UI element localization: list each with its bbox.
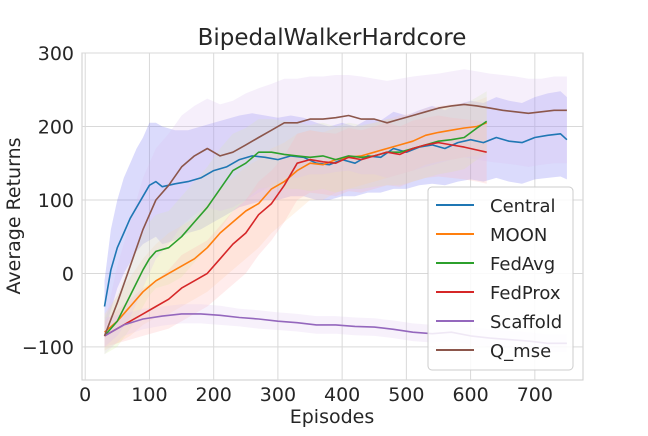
legend-label-central: Central [490, 196, 556, 217]
band-central [104, 91, 567, 333]
x-tick-label: 200 [196, 384, 232, 406]
confidence-bands [104, 69, 567, 355]
line-fedprox [104, 141, 487, 337]
x-axis-title: Episodes [290, 406, 375, 428]
line-moon [103, 122, 487, 333]
x-tick-label: 100 [131, 384, 167, 406]
line-q-mse [103, 103, 567, 337]
band-moon [104, 97, 487, 351]
band-q-mse [104, 69, 567, 347]
legend-frame [427, 186, 574, 371]
y-tick-label: 100 [38, 190, 74, 212]
x-tick-label: 0 [79, 384, 91, 406]
legend-label-fedavg: FedAvg [490, 254, 555, 275]
x-tick-label: 500 [388, 384, 424, 406]
legend-label-fedprox: FedProx [490, 283, 561, 304]
y-tick-label: 0 [62, 263, 74, 285]
y-tick-label: 300 [38, 43, 74, 65]
series-lines [103, 103, 568, 345]
x-tick-label: 400 [324, 384, 360, 406]
chart-title: BipedalWalkerHardcore [198, 25, 467, 51]
y-tick-label: −100 [22, 337, 74, 359]
legend-label-scaffold: Scaffold [490, 312, 562, 333]
x-tick-label: 700 [517, 384, 553, 406]
legend-label-moon: MOON [490, 225, 547, 246]
x-tick-label: 300 [260, 384, 296, 406]
y-axis-title: Average Returns [3, 137, 25, 294]
band-scaffold [104, 304, 567, 355]
band-fedprox [104, 115, 487, 347]
y-tick-label: 200 [38, 116, 74, 138]
x-tick-label: 600 [452, 384, 488, 406]
legend: Central MOON FedAvg FedProx Scaffold Q_mse [427, 186, 574, 371]
legend-label-q-mse: Q_mse [490, 341, 551, 362]
band-fedavg [104, 91, 487, 355]
tick-labels: 0 100 200 300 400 500 600 700 −100 0 100 200 300 [22, 43, 553, 406]
